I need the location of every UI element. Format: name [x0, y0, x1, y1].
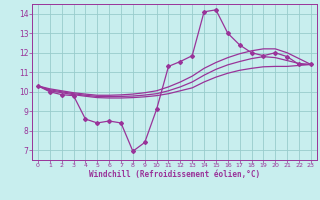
- X-axis label: Windchill (Refroidissement éolien,°C): Windchill (Refroidissement éolien,°C): [89, 170, 260, 179]
